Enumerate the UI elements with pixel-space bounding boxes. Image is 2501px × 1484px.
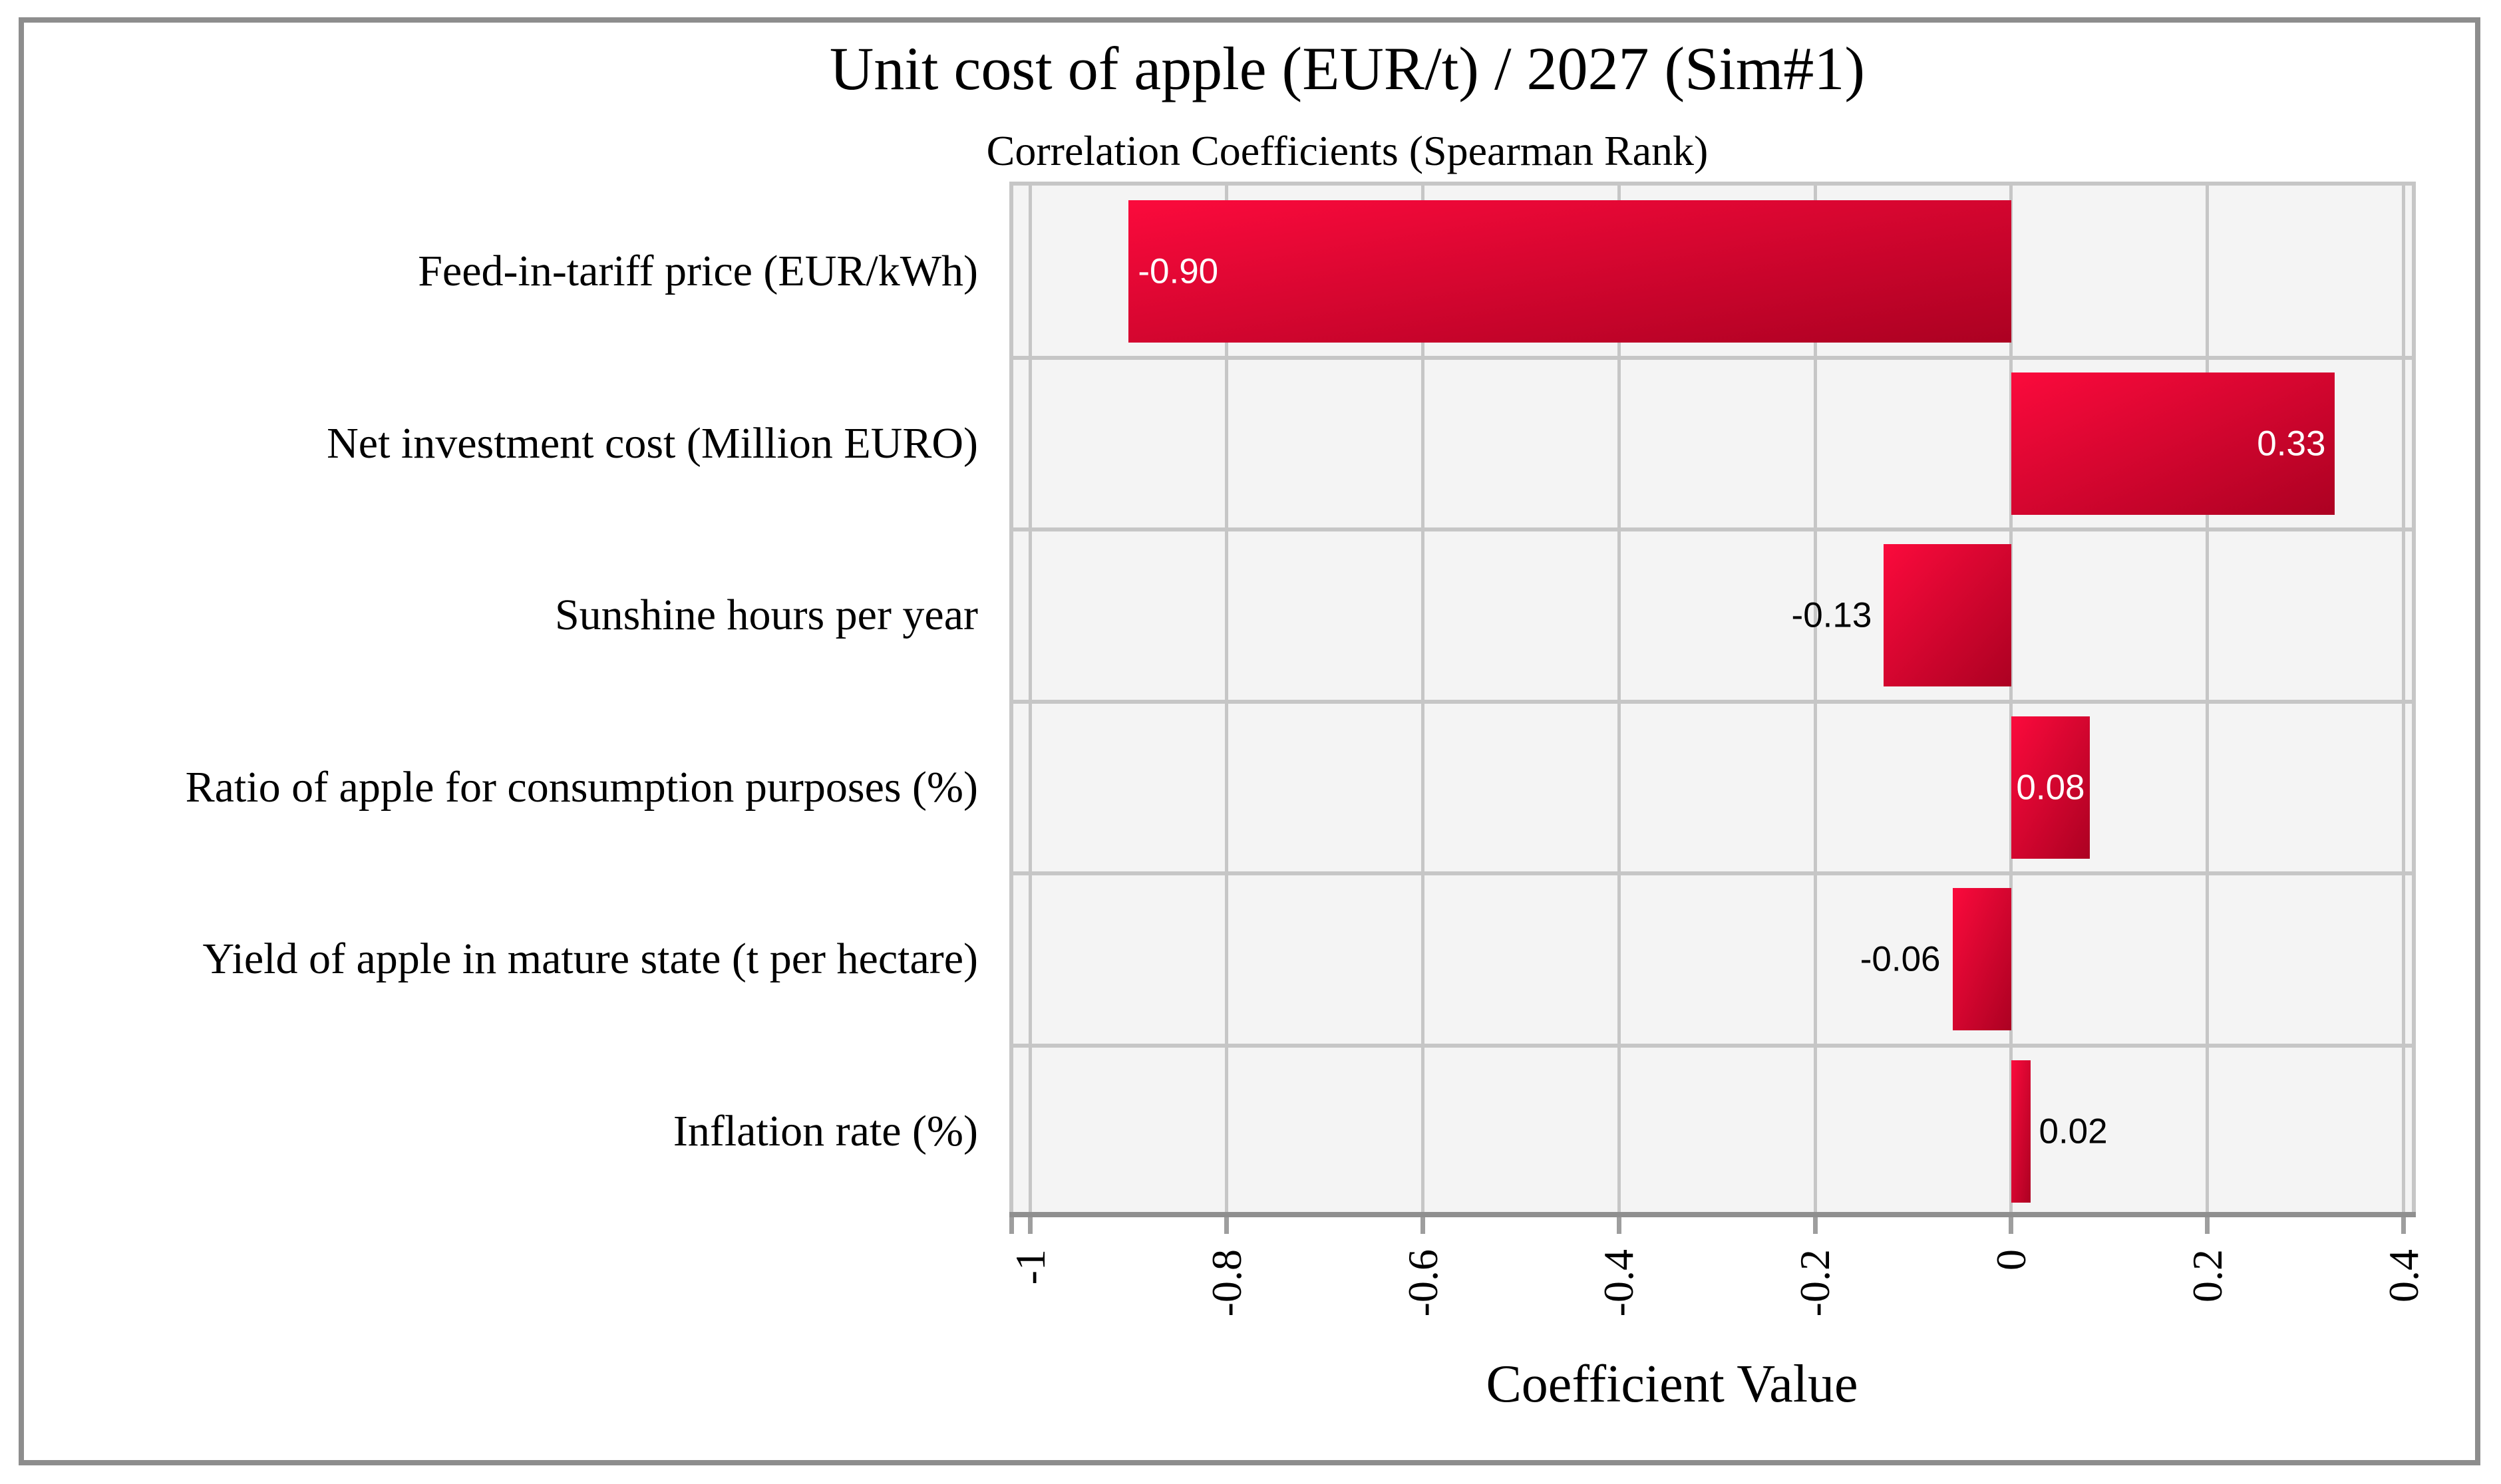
- gridline-horizontal: [1013, 527, 2412, 531]
- category-label: Ratio of apple for consumption purposes …: [185, 762, 978, 812]
- bar-value-label: -0.90: [1138, 251, 1219, 291]
- category-label: Feed-in-tariff price (EUR/kWh): [418, 247, 978, 296]
- category-label: Sunshine hours per year: [554, 591, 978, 640]
- x-axis-tick: [2401, 1217, 2407, 1234]
- chart-subtitle: Correlation Coefficients (Spearman Rank): [986, 127, 1709, 174]
- chart-title: Unit cost of apple (EUR/t) / 2027 (Sim#1…: [829, 35, 1866, 102]
- x-axis-tick: [1812, 1217, 1818, 1234]
- x-axis-tick-label: -0.8: [1202, 1249, 1250, 1317]
- bar: [2011, 372, 2335, 515]
- x-axis-tick: [1616, 1217, 1621, 1234]
- category-label: Inflation rate (%): [673, 1106, 978, 1155]
- bar: [1884, 544, 2011, 687]
- plot-area: -0.90 0.33 -0.13 0.08 -0.06 0.02 -1 -0.8 -0.6 -0.…: [1007, 182, 2427, 1316]
- x-axis-tick-label: 0.4: [2379, 1249, 2427, 1302]
- x-axis-tick: [1420, 1217, 1426, 1234]
- x-axis-line: [1009, 1212, 2416, 1217]
- gridline-horizontal: [1013, 1043, 2412, 1048]
- bar-value-label: -0.06: [1860, 939, 1941, 979]
- x-axis-tick-label: -0.6: [1399, 1249, 1446, 1317]
- gridline-horizontal: [1013, 699, 2412, 704]
- x-axis-tick-label: 0.2: [2183, 1249, 2231, 1302]
- bar-value-label: 0.02: [2039, 1112, 2108, 1151]
- x-axis-tick: [1009, 1217, 1014, 1234]
- bar: [2011, 1060, 2031, 1203]
- x-axis-tick-label: -0.2: [1791, 1249, 1839, 1317]
- x-axis-tick: [2009, 1217, 2014, 1234]
- bar-value-label: -0.13: [1791, 595, 1872, 635]
- gridline-horizontal: [1013, 871, 2412, 875]
- x-axis-tick-label: -1: [1006, 1249, 1054, 1285]
- bar-value-label: 0.08: [2016, 768, 2085, 808]
- x-axis-tick: [1224, 1217, 1230, 1234]
- bar: [1128, 200, 2011, 343]
- bar-value-label: 0.33: [2257, 424, 2326, 464]
- bar: [2011, 716, 2090, 859]
- x-axis-title: Coefficient Value: [1486, 1355, 1858, 1413]
- bar: [1952, 888, 2011, 1031]
- x-axis-tick-label: -0.4: [1595, 1249, 1643, 1317]
- gridline-horizontal: [1013, 355, 2412, 360]
- x-axis-tick-label: 0: [1987, 1249, 2035, 1270]
- category-label: Yield of apple in mature state (t per he…: [202, 935, 978, 984]
- x-axis-tick: [2205, 1217, 2210, 1234]
- category-label: Net investment cost (Million EURO): [327, 418, 978, 468]
- x-axis-tick: [1028, 1217, 1033, 1234]
